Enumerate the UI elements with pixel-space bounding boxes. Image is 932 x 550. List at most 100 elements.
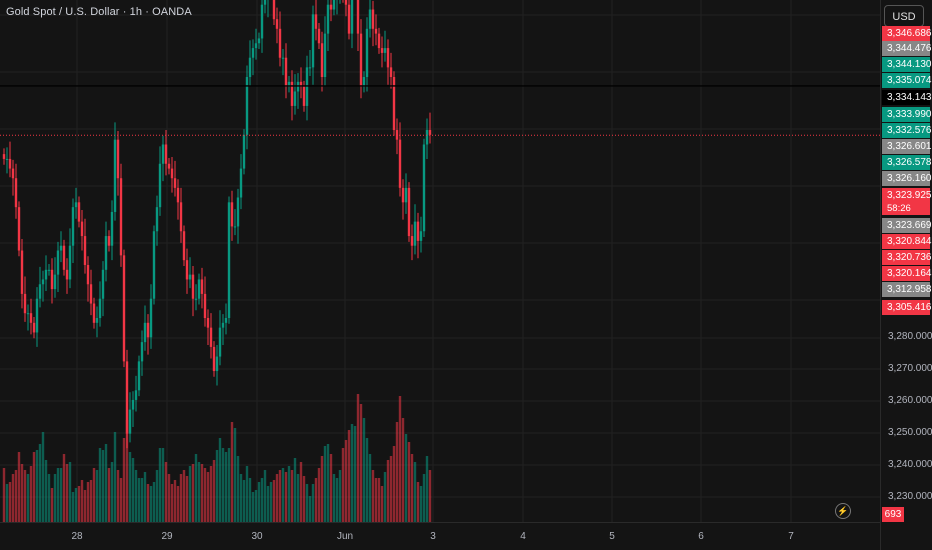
volume-bar [275,474,279,522]
candle-body [314,14,318,29]
candle-body [305,67,309,106]
candle-body [56,250,60,275]
volume-bar [152,482,156,522]
volume-bar [326,444,330,522]
volume-bar [404,434,408,522]
candle-body [422,144,426,232]
volume-bar [206,472,210,522]
candle-body [149,298,153,338]
candle-body [194,298,198,300]
volume-bar [41,432,45,522]
candle-body [389,67,393,78]
candle-body [50,269,54,290]
candle-body [347,4,351,34]
volume-bar [248,478,252,522]
currency-selector[interactable]: USD [884,5,924,27]
volume-bar [224,452,228,522]
volume-bar [95,470,99,522]
volume-bar [386,460,390,522]
candle-body [380,48,384,53]
time-axis-tick: 5 [609,531,615,542]
candle-body [92,303,96,323]
candle-body [59,245,63,251]
lightning-icon[interactable]: ⚡ [835,503,851,519]
volume-bar [53,474,57,522]
volume-bar [260,478,264,522]
candle-body [122,255,126,362]
volume-bar [179,474,183,522]
price-label: 3,326.578 [882,155,932,170]
volume-bar [308,496,312,522]
candle-body [158,163,162,208]
candle-body [359,33,363,87]
candle-body [362,77,366,87]
volume-bar [125,420,129,522]
price-axis-tick: 3,230.000 [888,491,932,502]
volume-bar [197,462,201,522]
candle-body [134,390,138,400]
volume-bar [131,458,135,522]
candle-body [206,318,210,328]
volume-bar [200,464,204,522]
volume-bar [254,490,258,522]
volume-bar [104,444,108,522]
volume-bar [71,492,75,522]
candle-body [185,260,189,280]
candle-body [41,279,45,285]
volume-bar [134,470,138,522]
candle-body [89,284,93,304]
volume-bar [293,458,297,522]
candle-body [77,202,81,222]
volume-bar [251,492,255,522]
volume-bar [368,454,372,522]
candle-body [227,202,231,319]
candle-body [35,298,39,333]
candle-body [281,57,285,59]
volume-bar [14,470,18,522]
volume-bar [116,470,120,522]
volume-bar [101,450,105,522]
volume-bar [5,484,9,522]
candle-body [302,86,306,106]
volume-bar [32,452,36,522]
volume-bar [287,466,291,522]
price-label: 58:26 [882,202,930,215]
candle-body [278,28,282,58]
volume-bar [227,448,231,522]
volume-value-label: 693 [882,507,904,522]
volume-bar [68,462,72,522]
volume-bar [233,428,237,522]
candle-body [191,274,195,299]
volume-bar [212,460,216,522]
time-axis-tick: 30 [251,531,263,542]
volume-bar [176,486,180,522]
price-label: 3,305.416 [882,300,932,315]
candle-body [38,284,42,299]
candle-body [239,168,243,198]
candle-body [401,187,405,203]
price-label: 3,334.143 [882,90,932,105]
candle-body [425,130,429,145]
candle-body [119,178,123,256]
candle-body [230,202,234,227]
volume-bar [428,470,432,522]
candle-body [179,202,183,232]
candle-body [95,318,99,323]
candle-body [287,81,291,87]
candle-body [263,0,267,5]
volume-bar [35,450,39,522]
price-label: 3,335.074 [882,73,932,88]
volume-bar [38,444,42,522]
candle-body [395,130,399,140]
candle-body [5,158,9,160]
volume-bar [122,438,126,522]
volume-bar [161,448,165,522]
volume-bar [11,474,15,522]
time-axis-tick: Jun [336,531,354,542]
candle-body [242,134,246,169]
candle-body [203,293,207,319]
candle-body [290,81,294,106]
volume-bar [107,468,111,522]
candle-body [128,409,132,434]
